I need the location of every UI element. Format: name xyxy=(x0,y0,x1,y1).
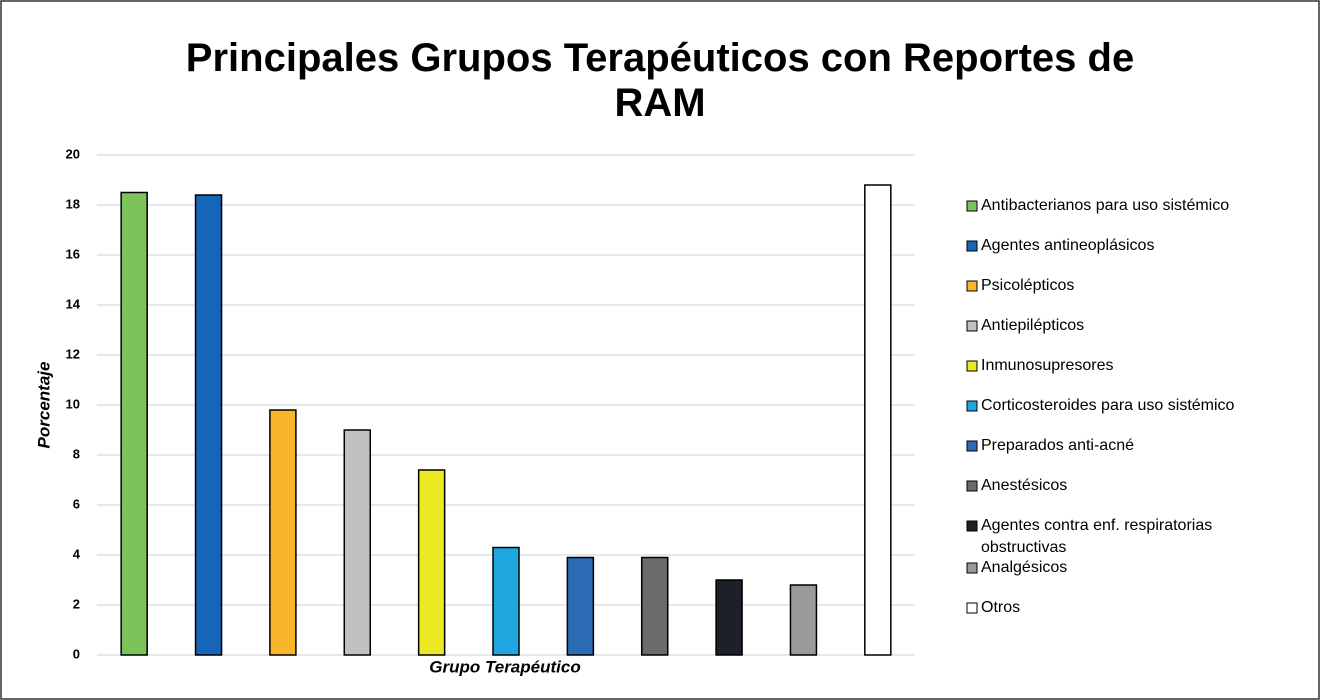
legend-swatch xyxy=(966,440,978,452)
bar xyxy=(715,579,743,656)
bar xyxy=(417,469,446,656)
y-tick-label: 20 xyxy=(66,146,80,161)
legend-label: Inmunosupresores xyxy=(981,357,1114,374)
legend-label: Agentes antineoplásicos xyxy=(981,237,1154,254)
y-tick-label: 16 xyxy=(66,246,80,261)
legend-label: Analgésicos xyxy=(981,559,1067,576)
x-axis-label: Grupo Terapéutico xyxy=(429,657,580,676)
legend-label: Preparados anti-acné xyxy=(981,437,1134,454)
y-tick-label: 0 xyxy=(73,646,80,661)
y-tick-label: 12 xyxy=(66,346,80,361)
bar xyxy=(492,546,520,656)
bar xyxy=(789,584,818,656)
legend-swatch xyxy=(966,200,978,212)
legend-swatch xyxy=(966,480,978,492)
legend-label: Agentes contra enf. respiratorias obstruc… xyxy=(981,517,1212,556)
legend-swatch xyxy=(966,602,978,614)
legend-swatch xyxy=(966,280,978,292)
legend-swatch xyxy=(966,562,978,574)
legend-label: Antibacterianos para uso sistémico xyxy=(981,197,1229,214)
y-tick-label: 4 xyxy=(73,546,81,561)
y-tick-label: 18 xyxy=(66,196,80,211)
legend-label: Antiepilépticos xyxy=(981,317,1084,334)
legend-label: Anestésicos xyxy=(981,477,1067,494)
y-tick-label: 8 xyxy=(73,446,80,461)
legend-swatch xyxy=(966,320,978,332)
y-tick-label: 2 xyxy=(73,596,80,611)
legend-label: Corticosteroides para uso sistémico xyxy=(981,397,1235,414)
bar xyxy=(194,194,223,656)
y-axis-label: Porcentaje xyxy=(34,362,53,449)
y-tick-label: 10 xyxy=(66,396,80,411)
legend-swatch xyxy=(966,400,978,412)
bar xyxy=(640,556,669,656)
bar xyxy=(269,409,297,656)
bar xyxy=(566,556,595,656)
bar xyxy=(864,184,892,656)
legend-label: Otros xyxy=(981,599,1020,616)
legend-label: Psicolépticos xyxy=(981,277,1074,294)
legend-swatch xyxy=(966,240,978,252)
chart-title: Principales Grupos Terapéuticos con Repo… xyxy=(186,36,1134,125)
legend-swatch xyxy=(966,520,978,532)
y-tick-label: 14 xyxy=(66,296,81,311)
bar xyxy=(120,191,148,656)
legend-swatch xyxy=(966,360,978,372)
bar xyxy=(343,429,372,656)
y-tick-label: 6 xyxy=(73,496,80,511)
